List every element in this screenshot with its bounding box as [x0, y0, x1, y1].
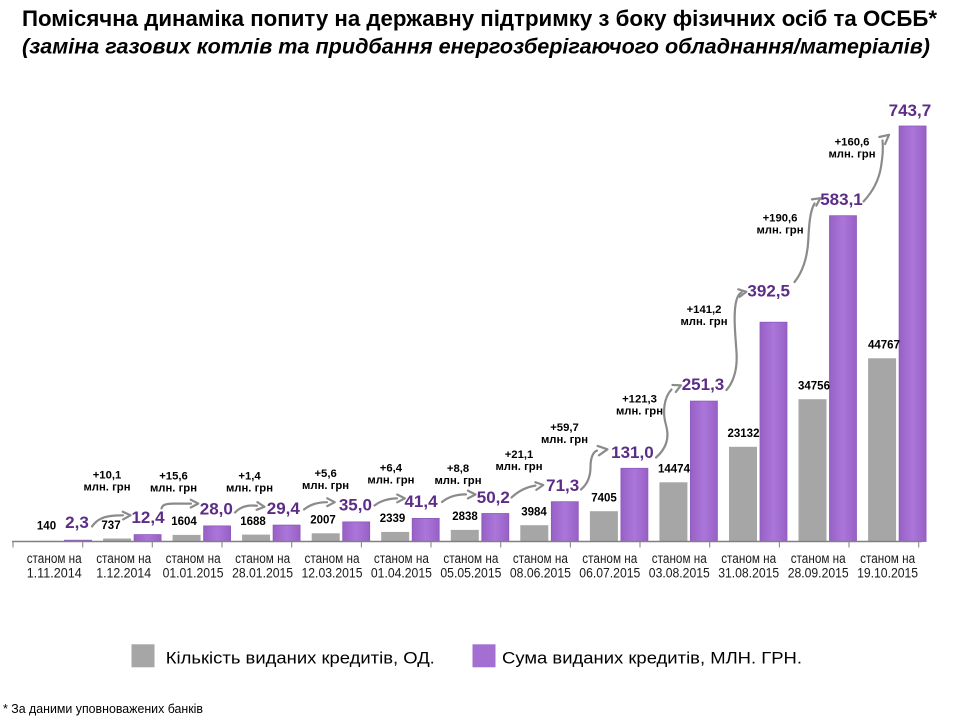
svg-text:3984: 3984: [521, 507, 547, 519]
svg-text:млн. грн: млн. грн: [541, 434, 588, 446]
svg-text:41,4: 41,4: [404, 492, 438, 511]
svg-text:08.06.2015: 08.06.2015: [510, 566, 571, 581]
svg-text:23132: 23132: [728, 428, 760, 440]
svg-text:2838: 2838: [452, 511, 478, 523]
svg-text:19.10.2015: 19.10.2015: [857, 566, 918, 581]
svg-text:743,7: 743,7: [889, 101, 932, 120]
svg-text:1.11.2014: 1.11.2014: [27, 566, 82, 581]
svg-text:млн. грн: млн. грн: [226, 482, 273, 494]
svg-text:станом на: станом на: [27, 551, 82, 566]
svg-text:Сума виданих кредитів, МЛН. ГР: Сума виданих кредитів, МЛН. ГРН.: [502, 649, 802, 668]
svg-text:05.05.2015: 05.05.2015: [440, 566, 501, 581]
svg-text:2,3: 2,3: [65, 513, 89, 532]
svg-text:1604: 1604: [171, 516, 197, 528]
svg-text:+10,1: +10,1: [93, 470, 122, 482]
svg-text:131,0: 131,0: [611, 443, 654, 462]
svg-text:млн. грн: млн. грн: [616, 405, 663, 417]
svg-text:34756: 34756: [798, 381, 830, 393]
svg-text:140: 140: [37, 521, 56, 533]
svg-text:+141,2: +141,2: [687, 304, 722, 316]
svg-text:1688: 1688: [240, 516, 266, 528]
svg-text:Помісячна динаміка попиту на д: Помісячна динаміка попиту на державну пі…: [22, 6, 937, 31]
svg-text:млн. грн: млн. грн: [367, 474, 414, 486]
svg-text:+21,1: +21,1: [505, 449, 534, 461]
svg-text:03.08.2015: 03.08.2015: [649, 566, 710, 581]
svg-text:станом на: станом на: [860, 551, 915, 566]
svg-text:млн. грн: млн. грн: [495, 461, 542, 473]
svg-text:млн. грн: млн. грн: [828, 149, 875, 161]
svg-text:млн. грн: млн. грн: [434, 475, 481, 487]
svg-text:583,1: 583,1: [820, 190, 863, 209]
svg-text:50,2: 50,2: [477, 488, 510, 507]
svg-text:+8,8: +8,8: [447, 463, 469, 475]
svg-text:35,0: 35,0: [339, 496, 372, 515]
svg-text:станом на: станом на: [96, 551, 151, 566]
svg-text:44767: 44767: [868, 340, 900, 352]
svg-text:+6,4: +6,4: [380, 462, 403, 474]
svg-text:06.07.2015: 06.07.2015: [579, 566, 640, 581]
svg-text:+1,4: +1,4: [238, 470, 261, 482]
svg-text:392,5: 392,5: [747, 282, 790, 301]
svg-text:28.01.2015: 28.01.2015: [232, 566, 293, 581]
svg-text:станом на: станом на: [791, 551, 846, 566]
svg-text:млн. грн: млн. грн: [756, 225, 803, 237]
svg-text:млн. грн: млн. грн: [302, 480, 349, 492]
svg-text:станом на: станом на: [443, 551, 498, 566]
svg-text:12.03.2015: 12.03.2015: [302, 566, 363, 581]
svg-text:станом на: станом на: [513, 551, 568, 566]
svg-text:станом на: станом на: [166, 551, 221, 566]
svg-text:28,0: 28,0: [200, 500, 233, 519]
svg-text:+59,7: +59,7: [550, 422, 579, 434]
svg-text:станом на: станом на: [721, 551, 776, 566]
svg-text:+121,3: +121,3: [622, 393, 657, 405]
svg-text:14474: 14474: [658, 464, 691, 476]
svg-text:2339: 2339: [380, 513, 406, 525]
svg-text:млн. грн: млн. грн: [150, 483, 197, 495]
svg-text:71,3: 71,3: [546, 476, 579, 495]
svg-text:станом на: станом на: [235, 551, 290, 566]
svg-text:млн. грн: млн. грн: [680, 316, 727, 328]
svg-text:29,4: 29,4: [267, 499, 301, 518]
svg-text:12,4: 12,4: [131, 508, 165, 527]
svg-text:251,3: 251,3: [682, 375, 725, 394]
svg-text:7405: 7405: [591, 493, 617, 505]
svg-text:станом на: станом на: [652, 551, 707, 566]
svg-text:+190,6: +190,6: [763, 213, 798, 225]
svg-text:станом на: станом на: [374, 551, 429, 566]
svg-text:станом на: станом на: [582, 551, 637, 566]
svg-text:+5,6: +5,6: [314, 468, 336, 480]
svg-text:(заміна газових котлів та пр: (заміна газових котлів та придбання енер…: [22, 36, 930, 59]
svg-text:+15,6: +15,6: [159, 471, 188, 483]
svg-text:млн. грн: млн. грн: [83, 482, 130, 494]
svg-text:1.12.2014: 1.12.2014: [96, 566, 151, 581]
svg-text:01.04.2015: 01.04.2015: [371, 566, 432, 581]
svg-text:28.09.2015: 28.09.2015: [788, 566, 849, 581]
svg-text:+160,6: +160,6: [835, 137, 870, 149]
svg-text:Кількість виданих кредитів, ОД: Кількість виданих кредитів, ОД.: [166, 649, 435, 668]
svg-text:737: 737: [101, 520, 120, 532]
svg-text:01.01.2015: 01.01.2015: [163, 566, 224, 581]
svg-text:2007: 2007: [310, 515, 336, 527]
svg-text:31.08.2015: 31.08.2015: [718, 566, 779, 581]
svg-text:станом на: станом на: [305, 551, 360, 566]
svg-text:* За даними уповноважених банк: * За даними уповноважених банків: [3, 702, 203, 716]
